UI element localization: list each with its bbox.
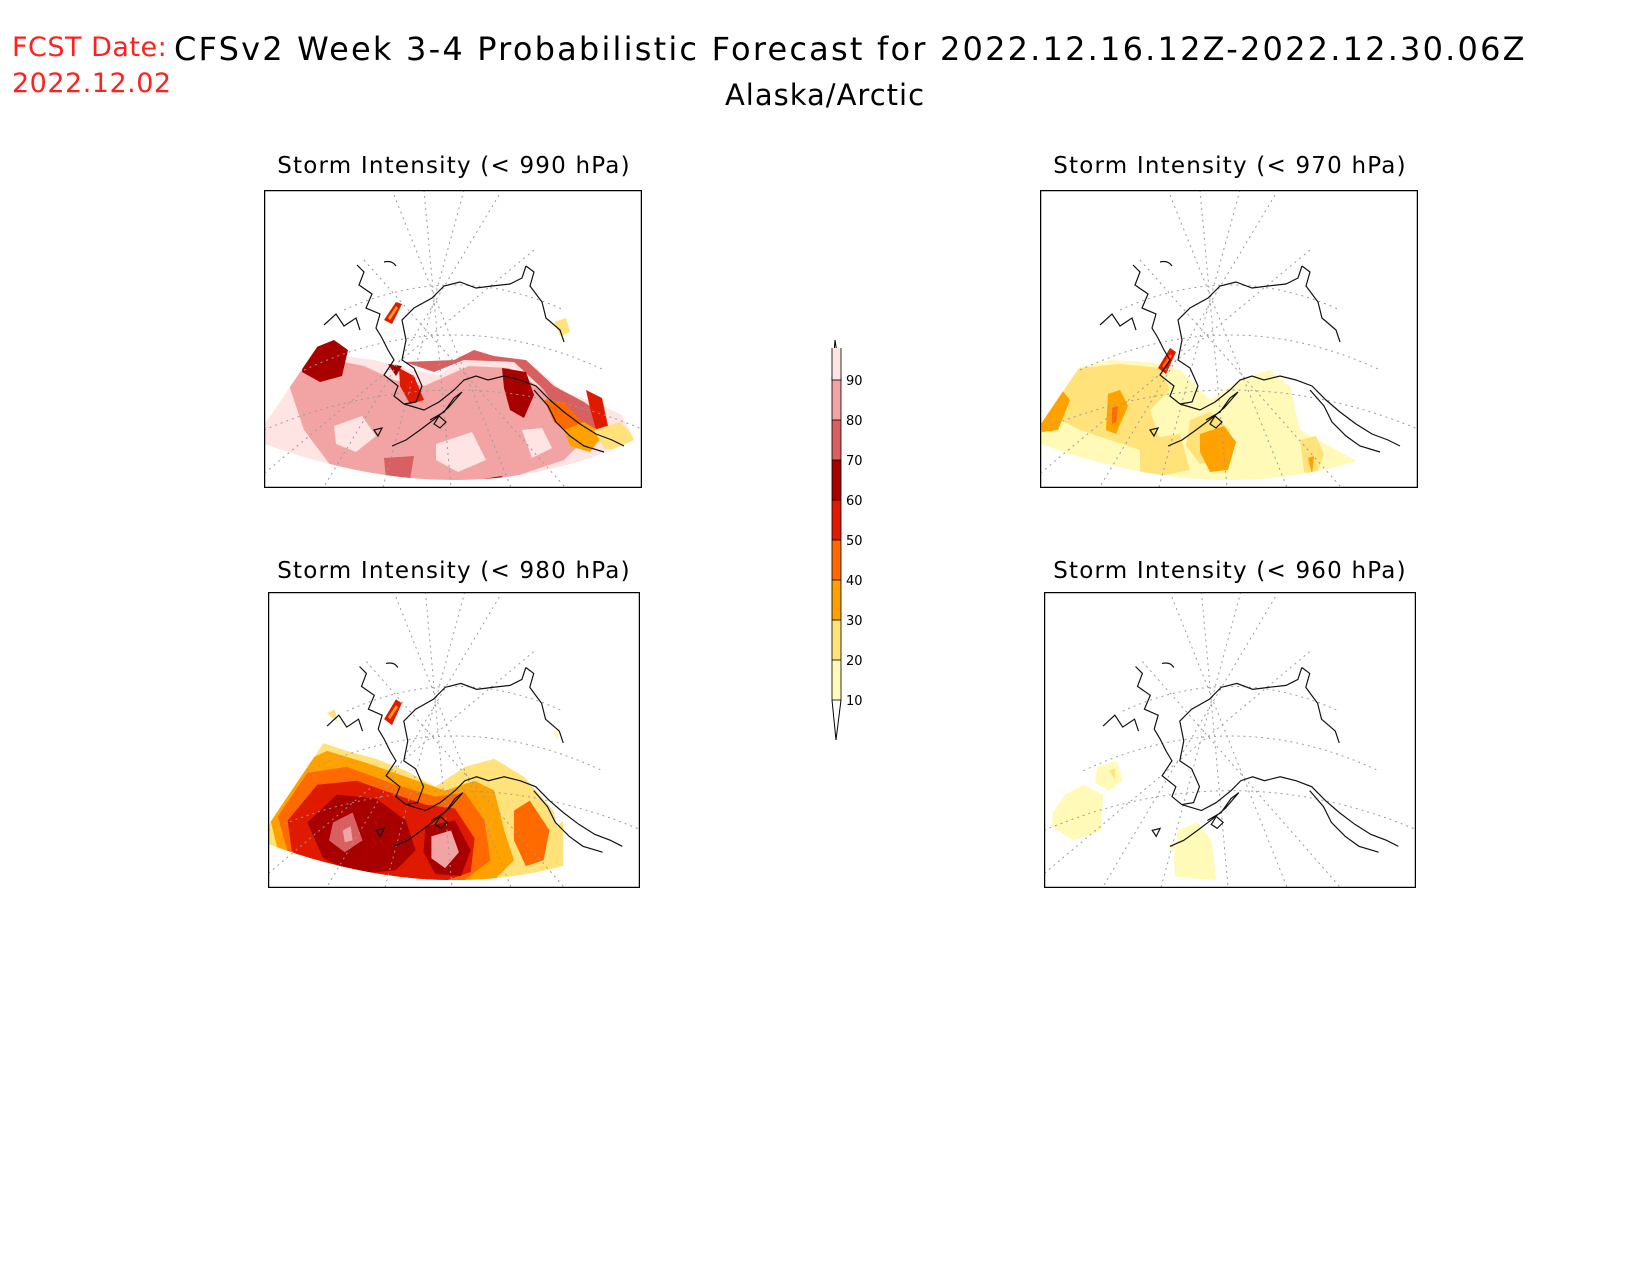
map-panel-970 xyxy=(1040,190,1418,488)
legend-label-20: 20 xyxy=(846,654,863,669)
legend-label-30: 30 xyxy=(846,614,863,629)
map-panel-980 xyxy=(268,592,640,888)
legend-label-90: 90 xyxy=(846,374,863,389)
panel-title-970: Storm Intensity (< 970 hPa) xyxy=(1053,153,1407,179)
probability-field-970 xyxy=(1040,360,1370,480)
legend-label-40: 40 xyxy=(846,574,863,589)
legend-swatch-gt90 xyxy=(832,348,841,380)
panel-title-960: Storm Intensity (< 960 hPa) xyxy=(1053,558,1407,584)
probability-field-990 xyxy=(264,340,634,480)
panel-title-990: Storm Intensity (< 990 hPa) xyxy=(277,153,631,179)
map-panel-960 xyxy=(1044,592,1416,888)
legend-label-60: 60 xyxy=(846,494,863,509)
legend-lower-arrow xyxy=(831,699,842,741)
legend-swatch-60-70 xyxy=(832,460,841,500)
region-subtitle: Alaska/Arctic xyxy=(724,78,926,112)
forecast-date-label: FCST Date: xyxy=(12,32,168,63)
panel-title-980: Storm Intensity (< 980 hPa) xyxy=(277,558,631,584)
legend-label-10: 10 xyxy=(846,694,863,709)
probability-field-960 xyxy=(1051,760,1218,881)
forecast-date-value: 2022.12.02 xyxy=(12,68,172,99)
legend-label-70: 70 xyxy=(846,454,863,469)
legend-swatch-80-90 xyxy=(832,380,841,420)
probability-legend: 90 80 70 60 50 40 30 20 10 xyxy=(831,339,863,741)
legend-label-80: 80 xyxy=(846,414,863,429)
legend-swatch-20-30 xyxy=(832,620,841,660)
legend-swatch-50-60 xyxy=(832,500,841,540)
legend-label-50: 50 xyxy=(846,534,863,549)
legend-swatch-70-80 xyxy=(832,420,841,460)
legend-swatch-30-40 xyxy=(832,580,841,620)
legend-swatch-10-20 xyxy=(832,660,841,700)
page-title: CFSv2 Week 3-4 Probabilistic Forecast fo… xyxy=(174,30,1527,68)
map-panel-990 xyxy=(264,190,642,488)
legend-swatch-40-50 xyxy=(832,540,841,580)
